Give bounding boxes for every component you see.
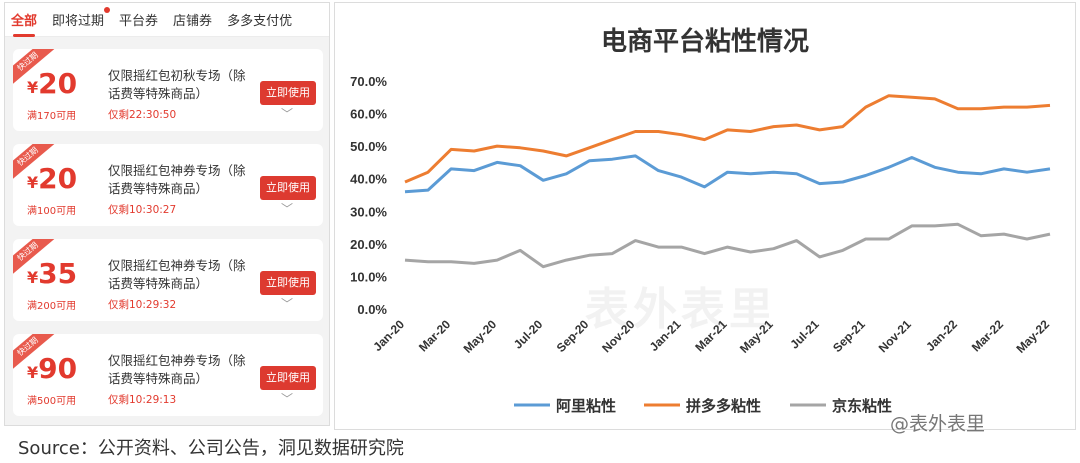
coupon-title: 仅限摇红包神券专场（除话费等特殊商品）	[108, 353, 246, 386]
use-now-button[interactable]: 立即使用	[260, 81, 316, 105]
x-tick-label: Jan-22	[923, 317, 960, 354]
y-tick-label: 50.0%	[350, 139, 387, 154]
series-line-阿里粘性	[404, 154, 1051, 194]
series-line-拼多多粘性	[404, 94, 1051, 184]
y-tick-label: 70.0%	[350, 74, 387, 89]
x-tick-label: Sep-21	[830, 317, 868, 355]
chevron-down-icon[interactable]: ﹀	[281, 392, 294, 406]
watermark: 表外表里	[585, 284, 777, 335]
coupon-amount: ¥20	[27, 162, 77, 195]
source-note: Source：公开资料、公司公告，洞见数据研究院	[18, 438, 404, 459]
legend-label: 阿里粘性	[556, 397, 616, 415]
coupon-condition: 满200可用	[27, 301, 77, 312]
x-tick-label: Mar-22	[969, 317, 1006, 354]
coupon-title: 仅限摇红包神券专场（除话费等特殊商品）	[108, 258, 246, 291]
y-tick-label: 10.0%	[350, 269, 387, 284]
coupon-title: 仅限摇红包初秋专场（除话费等特殊商品）	[108, 68, 246, 101]
x-tick-label: Mar-20	[416, 317, 453, 354]
currency-symbol: ¥	[27, 78, 39, 97]
coupon-card: 快过期 ¥35 满200可用 仅限摇红包神券专场（除话费等特殊商品） 仅剩10:…	[13, 239, 323, 321]
x-tick-label: May-21	[737, 317, 776, 356]
coupon-card: 快过期 ¥20 满170可用 仅限摇红包初秋专场（除话费等特殊商品） 仅剩22:…	[13, 49, 323, 131]
coupon-tabs: 全部 即将过期 平台券 店铺券 多多支付优	[5, 3, 329, 37]
amount-value: 20	[38, 67, 78, 100]
use-now-button[interactable]: 立即使用	[260, 271, 316, 295]
y-tick-label: 0.0%	[357, 302, 387, 317]
coupon-remaining-time: 仅剩10:29:13	[108, 394, 177, 406]
tab-expiring-label: 即将过期	[52, 14, 105, 29]
use-now-button[interactable]: 立即使用	[260, 176, 316, 200]
coupon-amount: ¥20	[27, 67, 77, 100]
coupon-amount: ¥35	[27, 257, 77, 290]
x-tick-label: May-20	[461, 317, 500, 356]
currency-symbol: ¥	[27, 173, 39, 192]
coupon-amount: ¥90	[27, 352, 77, 385]
y-tick-label: 20.0%	[350, 237, 387, 252]
amount-value: 20	[38, 162, 78, 195]
coupon-card: 快过期 ¥90 满500可用 仅限摇红包神券专场（除话费等特殊商品） 仅剩10:…	[13, 334, 323, 416]
tab-store[interactable]: 店铺券	[173, 14, 213, 29]
brand-watermark: @表外表里	[890, 413, 986, 435]
tab-expiring[interactable]: 即将过期	[52, 7, 111, 29]
amount-value: 90	[38, 352, 78, 385]
legend-label: 京东粘性	[832, 397, 892, 415]
coupon-remaining-time: 仅剩10:30:27	[108, 204, 177, 216]
chevron-down-icon[interactable]: ﹀	[281, 107, 294, 121]
x-tick-label: Jan-21	[647, 317, 684, 354]
coupon-condition: 满500可用	[27, 396, 77, 407]
tab-all[interactable]: 全部	[11, 10, 37, 37]
currency-symbol: ¥	[27, 268, 39, 287]
tab-platform[interactable]: 平台券	[119, 14, 159, 29]
x-tick-label: May-22	[1013, 317, 1052, 356]
y-tick-label: 60.0%	[350, 107, 387, 122]
coupon-card: 快过期 ¥20 满100可用 仅限摇红包神券专场（除话费等特殊商品） 仅剩10:…	[13, 144, 323, 226]
coupon-remaining-time: 仅剩10:29:32	[108, 299, 177, 311]
x-tick-label: Sep-20	[554, 317, 592, 355]
x-tick-label: Jan-20	[370, 317, 407, 354]
use-now-button[interactable]: 立即使用	[260, 366, 316, 390]
chart-panel: 表外表里 电商平台粘性情况 0.0% 10.0% 20.0% 30.0% 40.0% 50…	[334, 2, 1076, 430]
x-tick-label: Nov-21	[876, 317, 914, 355]
x-tick-label: Jul-21	[787, 317, 822, 352]
x-tick-label: Mar-21	[692, 317, 729, 354]
y-tick-label: 30.0%	[350, 204, 387, 219]
chart-title: 电商平台粘性情况	[600, 27, 809, 57]
coupon-condition: 满100可用	[27, 206, 77, 217]
x-tick-label: Nov-20	[599, 317, 637, 355]
tab-duoduo-pay[interactable]: 多多支付优	[227, 14, 293, 29]
notification-dot	[104, 7, 111, 13]
chevron-down-icon[interactable]: ﹀	[281, 297, 294, 311]
series-line-京东粘性	[404, 222, 1051, 269]
amount-value: 35	[38, 257, 78, 290]
coupon-remaining-time: 仅剩22:30:50	[108, 109, 177, 121]
coupon-title: 仅限摇红包神券专场（除话费等特殊商品）	[108, 163, 246, 196]
x-tick-label: Jul-20	[511, 317, 546, 352]
currency-symbol: ¥	[27, 363, 39, 382]
coupon-panel: 全部 即将过期 平台券 店铺券 多多支付优 快过期 ¥20 满170可用 仅限摇…	[4, 2, 330, 426]
coupon-condition: 满170可用	[27, 111, 77, 122]
y-tick-label: 40.0%	[350, 172, 387, 187]
chevron-down-icon[interactable]: ﹀	[281, 202, 294, 216]
legend-label: 拼多多粘性	[686, 397, 761, 415]
line-chart: 0.0% 10.0% 20.0% 30.0% 40.0% 50.0% 60.0% 70.0% J…	[350, 74, 1052, 415]
